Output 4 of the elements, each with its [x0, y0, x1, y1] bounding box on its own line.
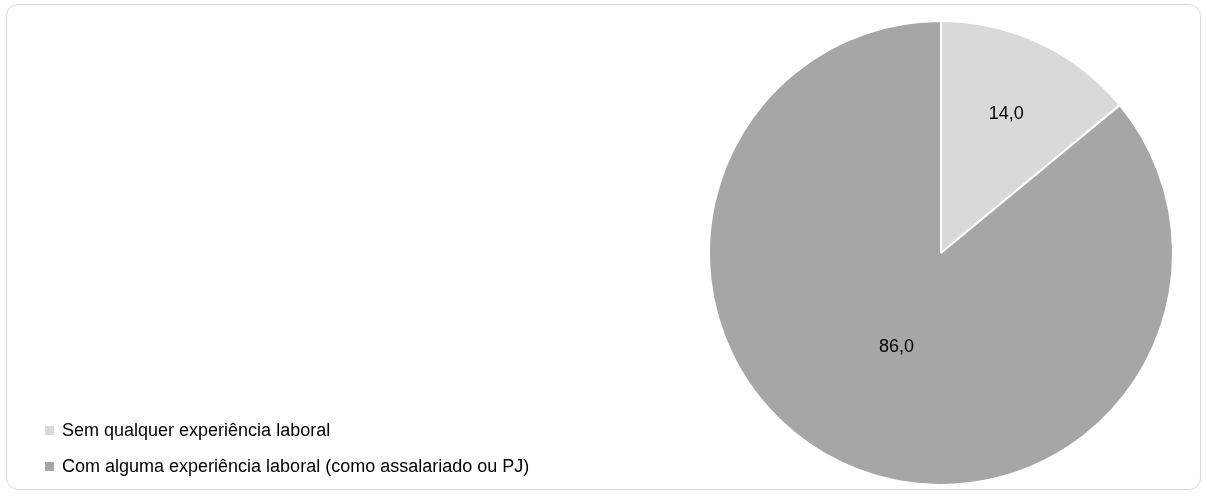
legend-label: Sem qualquer experiência laboral [62, 419, 331, 441]
data-label: 14,0 [988, 103, 1024, 124]
data-label: 86,0 [879, 336, 915, 357]
legend-label: Com alguma experiência laboral (como assalariado ou PJ) [62, 455, 530, 477]
